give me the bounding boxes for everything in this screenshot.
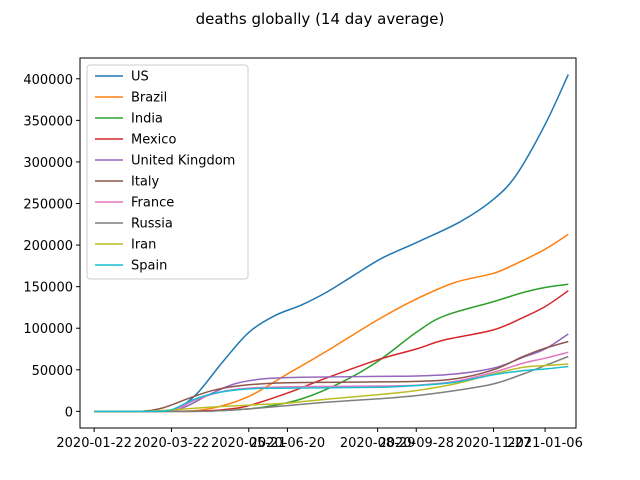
legend-label-spain: Spain <box>131 259 167 274</box>
y-tick-label: 350000 <box>23 114 73 129</box>
y-tick-label: 250000 <box>23 198 73 213</box>
x-tick-label: 2020-03-22 <box>134 436 210 451</box>
x-tick-label: 2020-06-20 <box>250 436 326 451</box>
series-line-mexico <box>94 290 569 413</box>
series-line-spain <box>94 365 569 413</box>
legend-label-brazil: Brazil <box>131 91 167 106</box>
legend-label-india: India <box>131 112 163 127</box>
x-tick-label: 2020-09-28 <box>378 436 454 451</box>
y-tick-label: 0 <box>65 405 73 420</box>
y-tick-label: 400000 <box>23 73 73 88</box>
legend-label-france: France <box>131 196 174 211</box>
chart-title: deaths globally (14 day average) <box>196 10 445 28</box>
legend-label-russia: Russia <box>131 217 173 232</box>
series-line-russia <box>94 355 569 413</box>
series-layer <box>94 74 569 413</box>
legend-label-us: US <box>131 70 149 85</box>
y-tick-label: 100000 <box>23 322 73 337</box>
legend-label-united-kingdom: United Kingdom <box>131 154 235 169</box>
series-line-us <box>94 74 569 413</box>
y-tick-label: 50000 <box>32 364 73 379</box>
y-tick-label: 200000 <box>23 239 73 254</box>
plot-frame <box>79 57 577 429</box>
legend-label-iran: Iran <box>131 238 156 253</box>
x-tick-label: 2021-01-06 <box>507 436 583 451</box>
y-axis: 0 50000 100000 150000 200000 250000 300000 3500… <box>23 73 80 420</box>
y-tick-label: 300000 <box>23 156 73 171</box>
legend: US Brazil India Mexico United Kingdom Italy Fr… <box>86 64 249 280</box>
legend-label-italy: Italy <box>131 175 160 190</box>
x-tick-label: 2020-05-21 <box>211 436 287 451</box>
legend-label-mexico: Mexico <box>131 133 176 148</box>
legend-box <box>86 64 249 280</box>
x-tick-label: 2020-11-27 <box>456 436 532 451</box>
series-line-italy <box>94 340 569 413</box>
x-tick-label: 2020-01-22 <box>56 436 132 451</box>
x-axis: 2020-01-22 2020-03-22 2020-05-212020-06-20… <box>56 428 583 451</box>
y-tick-label: 150000 <box>23 281 73 296</box>
x-tick-label: 2020-08-29 <box>340 436 416 451</box>
series-line-brazil <box>94 233 569 413</box>
